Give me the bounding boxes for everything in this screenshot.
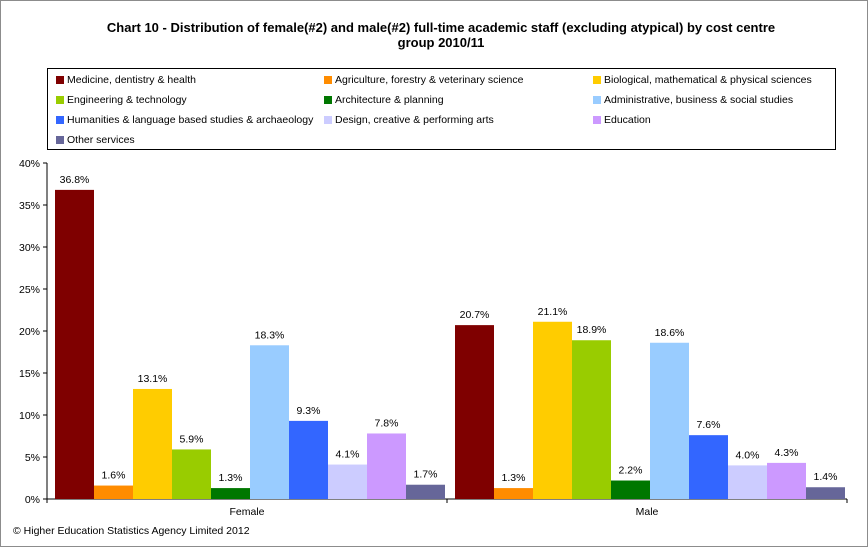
- bar: [728, 465, 767, 499]
- y-tick-label: 20%: [19, 326, 40, 338]
- legend-label: Engineering & technology: [67, 94, 187, 106]
- legend-swatch: [324, 116, 332, 124]
- x-category-label: Female: [229, 506, 264, 518]
- legend-label: Humanities & language based studies & ar…: [67, 114, 314, 126]
- data-label: 7.8%: [375, 417, 399, 429]
- bar: [172, 449, 211, 499]
- data-label: 1.6%: [102, 470, 126, 482]
- y-tick-label: 35%: [19, 200, 40, 212]
- legend-label: Agriculture, forestry & veterinary scien…: [335, 74, 524, 86]
- legend-label: Administrative, business & social studie…: [604, 94, 794, 106]
- data-label: 18.3%: [255, 329, 285, 341]
- legend-label: Education: [604, 114, 651, 126]
- legend-label: Architecture & planning: [335, 94, 444, 106]
- legend-swatch: [56, 96, 64, 104]
- y-tick-label: 25%: [19, 284, 40, 296]
- legend-swatch: [324, 96, 332, 104]
- y-tick-label: 5%: [25, 452, 40, 464]
- copyright-notice: © Higher Education Statistics Agency Lim…: [13, 525, 250, 537]
- legend-label: Other services: [67, 134, 135, 146]
- data-label: 21.1%: [538, 306, 568, 318]
- y-tick-label: 40%: [19, 158, 40, 170]
- legend-label: Medicine, dentistry & health: [67, 74, 196, 86]
- legend-swatch: [593, 116, 601, 124]
- bar: [328, 464, 367, 499]
- legend-swatch: [593, 96, 601, 104]
- chart-title: Chart 10 - Distribution of female(#2) an…: [61, 20, 821, 50]
- bar: [367, 433, 406, 499]
- chart-title-line-2: group 2010/11: [397, 35, 485, 50]
- legend-swatch: [56, 136, 64, 144]
- bar: [133, 388, 172, 499]
- data-label: 13.1%: [138, 373, 168, 385]
- bar: [94, 485, 133, 499]
- bar: [806, 487, 845, 499]
- bar: [650, 342, 689, 499]
- bar: [494, 488, 533, 499]
- data-label: 18.6%: [655, 327, 685, 339]
- data-label: 4.1%: [336, 449, 360, 461]
- chart-legend: Medicine, dentistry & health Agriculture,…: [47, 68, 836, 150]
- y-tick-label: 15%: [19, 368, 40, 380]
- bar: [533, 321, 572, 499]
- bar: [689, 435, 728, 499]
- legend-swatch: [56, 76, 64, 84]
- data-label: 1.3%: [502, 472, 526, 484]
- bar: [289, 420, 328, 499]
- bar: [767, 462, 806, 499]
- legend-label: Design, creative & performing arts: [335, 114, 494, 126]
- bar: [250, 345, 289, 499]
- data-label: 5.9%: [180, 433, 204, 445]
- bar: [455, 325, 494, 499]
- y-tick-label: 30%: [19, 242, 40, 254]
- y-tick-label: 10%: [19, 410, 40, 422]
- bar: [572, 340, 611, 499]
- data-label: 1.7%: [414, 469, 438, 481]
- bar: [211, 488, 250, 499]
- y-tick-label: 0%: [25, 494, 40, 506]
- data-label: 20.7%: [460, 309, 490, 321]
- bar: [406, 484, 445, 499]
- bar: [611, 480, 650, 499]
- data-label: 1.4%: [814, 471, 838, 483]
- x-category-label: Male: [636, 506, 659, 518]
- legend-swatch: [56, 116, 64, 124]
- legend-swatch: [324, 76, 332, 84]
- data-label: 18.9%: [577, 324, 607, 336]
- data-label: 1.3%: [219, 472, 243, 484]
- data-label: 2.2%: [619, 465, 643, 477]
- legend-swatch: [593, 76, 601, 84]
- legend-label: Biological, mathematical & physical scie…: [604, 74, 812, 86]
- data-label: 4.3%: [775, 447, 799, 459]
- data-label: 9.3%: [297, 405, 321, 417]
- bar: [55, 189, 94, 499]
- chart-title-line-1: Chart 10 - Distribution of female(#2) an…: [106, 20, 776, 35]
- data-label: 4.0%: [736, 449, 760, 461]
- data-label: 36.8%: [60, 174, 90, 186]
- data-label: 7.6%: [697, 419, 721, 431]
